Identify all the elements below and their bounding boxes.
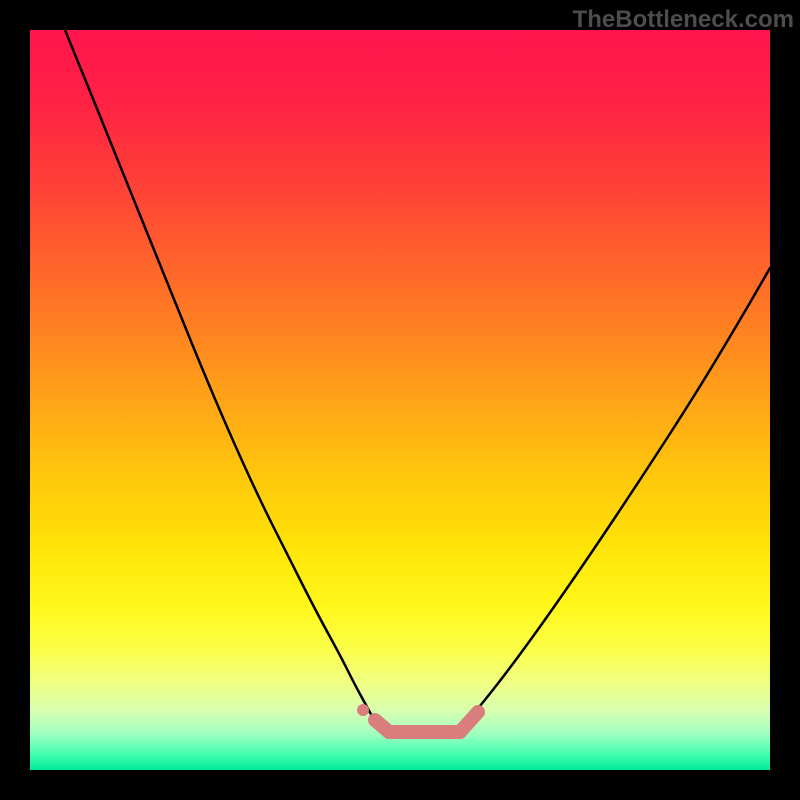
plot-background [30,30,770,770]
left-connector-segment [375,720,389,732]
chart-svg [0,0,800,800]
chart-container: TheBottleneck.com [0,0,800,800]
watermark-text: TheBottleneck.com [573,6,794,34]
left-dot-marker [357,704,369,716]
